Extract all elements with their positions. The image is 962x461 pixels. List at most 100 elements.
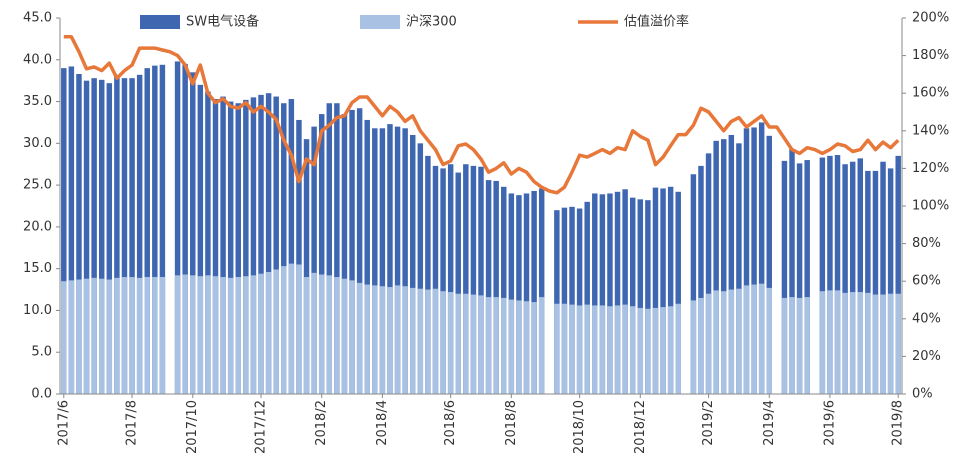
bar <box>865 170 871 394</box>
x-tick-label: 2017/10 <box>185 400 200 454</box>
bar <box>190 275 196 394</box>
y2-tick-label: 0% <box>912 387 933 402</box>
bar <box>98 278 105 394</box>
y-tick-label: 15.0 <box>23 261 52 276</box>
bar <box>341 278 348 394</box>
bar <box>728 134 735 394</box>
y2-tick-label: 100% <box>912 199 949 214</box>
bar <box>402 286 408 394</box>
bar <box>751 284 757 394</box>
bar <box>607 306 613 394</box>
bar <box>721 291 727 394</box>
bar <box>197 84 204 394</box>
bar <box>834 155 841 394</box>
bar <box>334 103 340 394</box>
bar <box>265 93 272 394</box>
bar <box>61 281 67 394</box>
bar <box>144 68 150 394</box>
bar <box>599 305 606 394</box>
bar <box>220 96 226 394</box>
bar <box>463 293 469 394</box>
bar <box>645 308 651 394</box>
bar <box>250 97 257 394</box>
bar <box>212 276 219 394</box>
bar <box>698 297 704 394</box>
bar <box>243 276 249 394</box>
bar <box>675 303 681 394</box>
bar <box>281 266 287 394</box>
bar <box>83 80 90 395</box>
y2-tick-label: 160% <box>912 86 949 101</box>
bar <box>417 143 424 394</box>
bar <box>751 127 757 395</box>
bar <box>569 304 575 394</box>
bar <box>349 280 355 394</box>
bar <box>842 164 848 394</box>
bar <box>356 108 363 395</box>
bar <box>68 280 75 394</box>
bar <box>629 306 636 394</box>
bar <box>569 206 575 394</box>
bar <box>91 78 97 394</box>
x-tick-label: 2017/6 <box>56 400 71 446</box>
bar <box>713 290 719 394</box>
bar <box>425 155 431 394</box>
y2-tick-label: 180% <box>912 48 949 63</box>
bar <box>645 200 651 394</box>
legend-label: SW电气设备 <box>186 14 259 30</box>
bar <box>273 96 279 394</box>
bar <box>857 158 864 394</box>
bar <box>334 277 340 394</box>
bar <box>129 277 135 394</box>
bar <box>144 277 150 394</box>
bar <box>311 272 317 394</box>
bar <box>849 292 856 394</box>
y-tick-label: 35.0 <box>23 94 52 109</box>
bar <box>114 74 120 394</box>
bar <box>781 160 788 394</box>
bar <box>76 73 82 394</box>
x-tick-label: 2018/8 <box>504 400 519 446</box>
bar <box>508 299 515 394</box>
bar <box>872 294 879 394</box>
bar <box>849 161 856 394</box>
bar <box>227 277 234 394</box>
x-tick-label: 2019/2 <box>701 400 716 446</box>
bar <box>493 297 499 394</box>
x-tick-label: 2018/6 <box>443 400 458 446</box>
bar <box>440 291 446 394</box>
y2-tick-label: 80% <box>912 236 941 251</box>
bar <box>561 303 568 394</box>
y-tick-label: 40.0 <box>23 52 52 67</box>
bar <box>895 293 901 394</box>
bar <box>68 66 75 394</box>
bar <box>159 64 166 395</box>
bar <box>675 191 681 394</box>
bar <box>561 207 568 394</box>
bar <box>372 285 378 394</box>
bar <box>531 302 537 394</box>
bar <box>690 174 697 394</box>
bar <box>652 307 659 394</box>
bar <box>637 307 644 394</box>
bar <box>106 279 113 394</box>
bar <box>485 180 492 394</box>
bar <box>326 103 333 394</box>
bar <box>538 297 545 394</box>
bar <box>356 282 363 394</box>
bar <box>136 277 143 394</box>
y2-tick-label: 60% <box>912 274 941 289</box>
x-tick-label: 2018/10 <box>572 400 587 454</box>
bar <box>432 288 439 394</box>
bar <box>819 157 826 394</box>
bar <box>136 74 143 394</box>
bar <box>652 187 659 394</box>
bar <box>288 263 295 394</box>
y-tick-label: 25.0 <box>23 178 52 193</box>
bar <box>318 114 325 394</box>
bar <box>576 208 583 394</box>
bar <box>470 294 477 394</box>
bar <box>584 304 590 394</box>
bar <box>827 290 833 394</box>
